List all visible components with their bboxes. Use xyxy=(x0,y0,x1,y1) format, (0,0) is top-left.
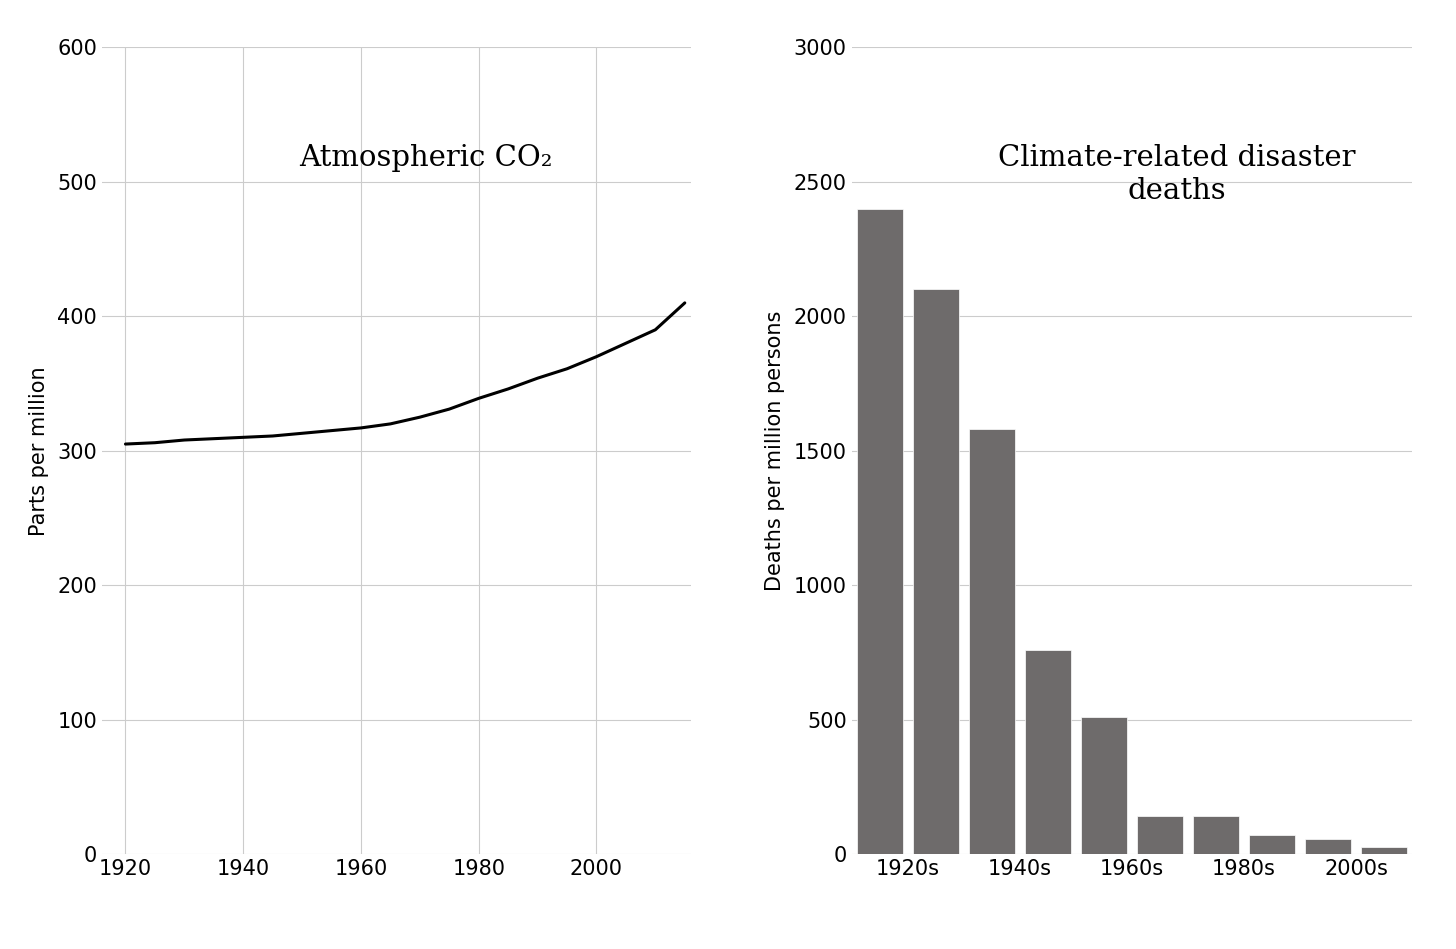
Bar xyxy=(856,209,903,854)
Bar xyxy=(1025,650,1070,854)
Bar xyxy=(1361,847,1408,854)
Bar xyxy=(1305,839,1351,854)
Bar xyxy=(913,289,958,854)
Text: Climate-related disaster
deaths: Climate-related disaster deaths xyxy=(997,144,1356,205)
Y-axis label: Deaths per million persons: Deaths per million persons xyxy=(766,310,785,591)
Bar xyxy=(1249,835,1296,854)
Bar xyxy=(968,429,1015,854)
Text: Atmospheric CO₂: Atmospheric CO₂ xyxy=(298,144,552,173)
Y-axis label: Parts per million: Parts per million xyxy=(29,366,50,535)
Bar xyxy=(1192,816,1239,854)
Bar xyxy=(1080,717,1127,854)
Bar xyxy=(1137,816,1182,854)
